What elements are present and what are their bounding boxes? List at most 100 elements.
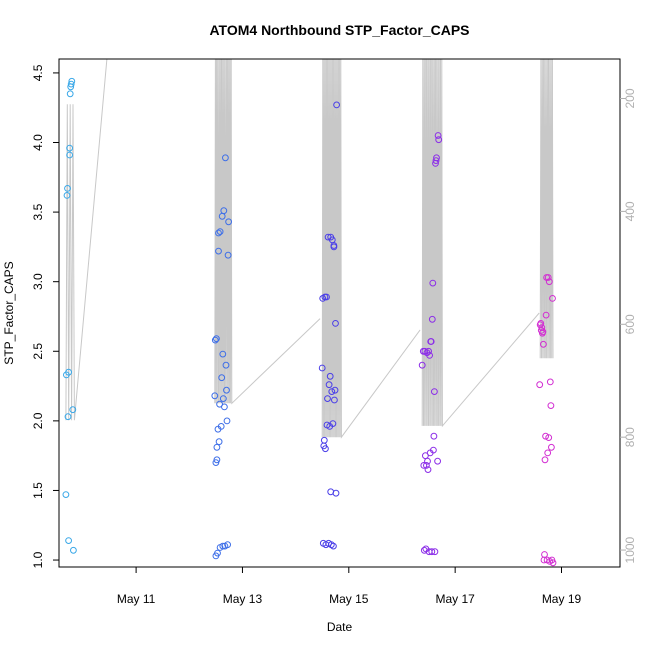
data-point [428, 315, 436, 323]
data-point [330, 242, 338, 249]
trace-segment-4 [421, 58, 540, 428]
data-point [63, 192, 71, 199]
data-point [328, 388, 336, 396]
data-point [320, 436, 328, 444]
data-point [224, 251, 232, 259]
data-point [65, 368, 72, 376]
data-point [318, 364, 326, 372]
trace-segment-2 [214, 58, 321, 405]
data-point [544, 449, 552, 457]
secondary-trace-layer [65, 58, 554, 439]
y-tick-label: 4.0 [31, 134, 45, 151]
data-point [216, 228, 224, 236]
data-point [66, 151, 73, 159]
y-tick-label: 1.5 [31, 482, 45, 499]
data-point [431, 388, 438, 396]
y2-tick-label: 400 [623, 201, 637, 221]
data-point [539, 328, 547, 336]
data-point [70, 546, 77, 554]
data-point [217, 423, 225, 430]
data-point [329, 420, 337, 428]
data-point [215, 247, 222, 255]
trace-segment-5 [539, 58, 554, 359]
trace-segment-1 [65, 58, 108, 421]
x-tick-label: May 19 [542, 592, 582, 606]
y2-tick-label: 200 [623, 88, 637, 108]
series-day1 [62, 77, 77, 554]
data-point [224, 541, 232, 549]
data-point [64, 413, 72, 421]
y-axis-left: 1.0 1.5 2.0 2.5 3.0 3.5 4.0 4.5 [31, 64, 59, 568]
y-axis-label: STP_Factor_CAPS [2, 261, 16, 364]
plot-frame [58, 58, 621, 568]
data-point [68, 77, 76, 85]
y-tick-label: 4.5 [31, 64, 45, 81]
data-point [332, 320, 339, 327]
data-point [432, 157, 440, 165]
data-point [214, 549, 221, 557]
data-point [537, 320, 545, 327]
data-point [219, 395, 227, 403]
data-point [545, 278, 553, 286]
data-point [427, 338, 435, 345]
data-point [433, 154, 440, 162]
data-point [431, 548, 439, 556]
data-point [420, 462, 428, 469]
data-point [549, 295, 556, 302]
series-day2 [211, 154, 233, 560]
data-point [223, 386, 230, 394]
y2-tick-label: 800 [623, 427, 637, 447]
series-day4 [418, 132, 443, 556]
data-point [66, 90, 74, 98]
data-point [213, 335, 220, 343]
chart-title: ATOM4 Northbound STP_Factor_CAPS [209, 22, 469, 38]
data-point [218, 374, 226, 382]
x-tick-label: May 15 [329, 592, 369, 606]
data-point [64, 185, 71, 192]
data-point [323, 293, 330, 301]
data-point [542, 432, 549, 440]
data-point [434, 457, 442, 465]
data-point [423, 462, 430, 469]
data-point [223, 417, 231, 425]
data-point [545, 434, 553, 442]
data-point [546, 378, 554, 386]
y-tick-label: 2.5 [31, 343, 45, 360]
data-point [213, 443, 221, 451]
series-day3 [318, 101, 341, 550]
x-tick-label: May 11 [117, 592, 156, 606]
data-point [331, 386, 339, 394]
data-point [222, 154, 229, 162]
data-point [67, 80, 75, 88]
data-point [544, 274, 552, 281]
data-point [420, 546, 428, 554]
data-point [322, 445, 329, 453]
data-point [221, 403, 228, 411]
data-point [429, 279, 437, 287]
data-point [220, 207, 228, 215]
data-point [430, 446, 437, 454]
data-point [219, 350, 227, 358]
y-tick-label: 1.0 [31, 551, 45, 568]
x-tick-label: May 13 [223, 592, 263, 606]
data-point [69, 406, 77, 414]
data-point [549, 559, 557, 567]
data-point [540, 340, 547, 348]
y-tick-label: 2.0 [31, 412, 45, 429]
data-point [424, 457, 431, 465]
data-point [215, 438, 223, 446]
data-point [435, 136, 443, 144]
data-point [219, 542, 227, 550]
data-point [548, 443, 555, 451]
data-point [332, 489, 340, 497]
data-point [434, 132, 442, 139]
data-point [326, 372, 334, 380]
data-point [213, 456, 221, 464]
y2-tick-label: 600 [623, 314, 637, 334]
data-point [65, 537, 72, 544]
y2-tick-label: 1000 [623, 536, 637, 563]
y-tick-label: 3.5 [31, 203, 45, 220]
data-point [62, 491, 70, 499]
